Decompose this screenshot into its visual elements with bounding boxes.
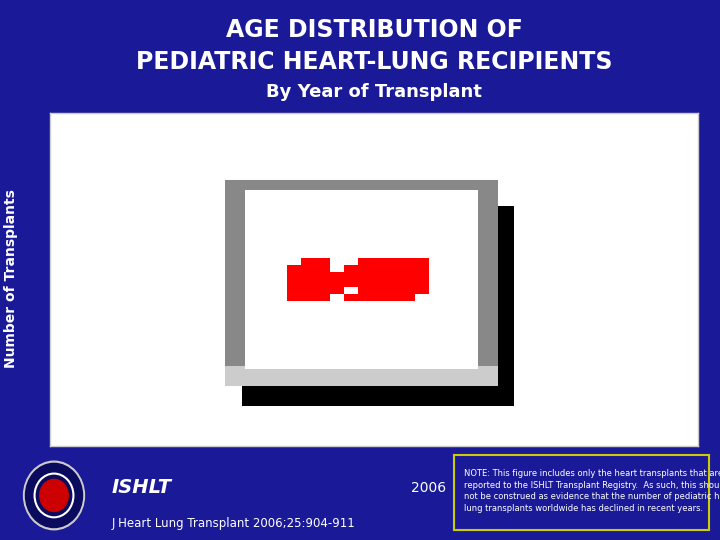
Bar [225,180,498,379]
Bar [225,366,498,386]
Circle shape [25,463,83,528]
Bar [301,258,330,265]
Bar [287,287,344,294]
Bar [359,258,429,265]
Bar [245,190,478,369]
Text: J Heart Lung Transplant 2006;25:904-911: J Heart Lung Transplant 2006;25:904-911 [112,517,356,530]
Text: NOTE: This figure includes only the heart transplants that are
reported to the I: NOTE: This figure includes only the hear… [464,469,720,513]
Text: AGE DISTRIBUTION OF: AGE DISTRIBUTION OF [226,18,523,42]
Bar [287,265,330,272]
Bar [287,294,330,301]
Bar [344,294,415,301]
Circle shape [24,461,84,530]
Circle shape [40,480,68,511]
Text: 2006: 2006 [411,481,446,495]
Text: Number of Transplants: Number of Transplants [4,188,18,368]
Bar [359,287,429,294]
Bar [344,265,429,272]
Text: ISHLT: ISHLT [112,478,171,497]
Text: PEDIATRIC HEART-LUNG RECIPIENTS: PEDIATRIC HEART-LUNG RECIPIENTS [136,50,613,74]
Bar [287,280,429,287]
Bar [242,206,514,406]
Text: By Year of Transplant: By Year of Transplant [266,83,482,101]
Bar [287,272,429,280]
